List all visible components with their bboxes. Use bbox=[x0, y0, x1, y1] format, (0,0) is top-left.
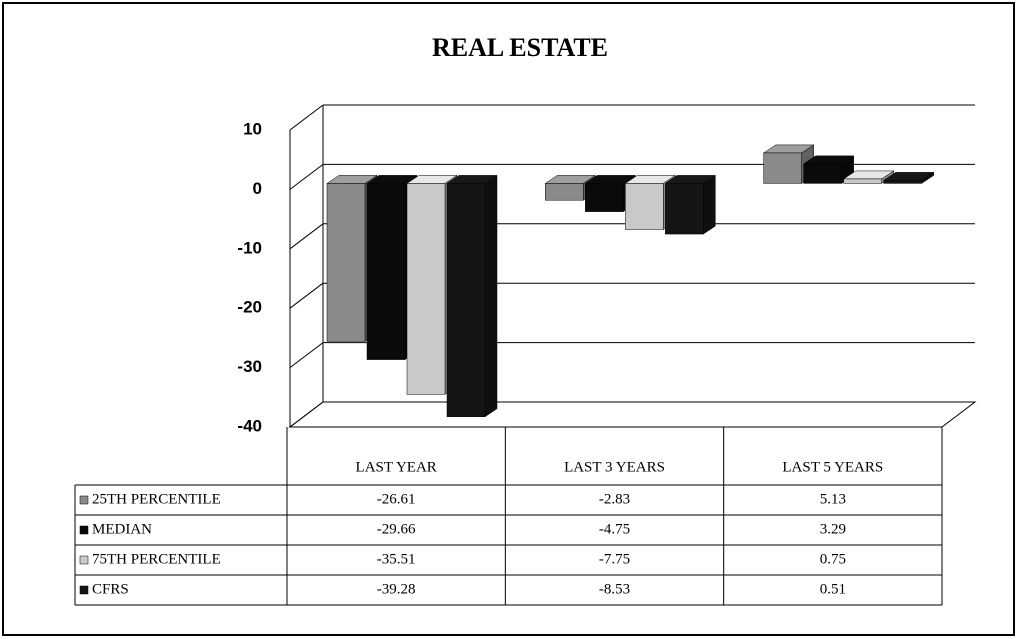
y-tick-label: -10 bbox=[237, 238, 262, 257]
floor bbox=[288, 401, 977, 428]
legend-key bbox=[79, 495, 89, 505]
legend-label: CFRS bbox=[92, 581, 129, 597]
bar bbox=[843, 178, 882, 184]
bar bbox=[763, 152, 802, 184]
grid-line bbox=[289, 164, 324, 190]
y-tick-label: 10 bbox=[243, 119, 262, 138]
category-label: LAST 3 YEARS bbox=[564, 459, 665, 475]
grid-line bbox=[289, 282, 324, 309]
legend-key bbox=[79, 525, 89, 535]
table-value: -4.75 bbox=[599, 521, 630, 537]
bar-side bbox=[484, 174, 498, 418]
bar bbox=[585, 183, 624, 212]
legend-label: 75TH PERCENTILE bbox=[92, 551, 221, 567]
y-tick-label: 0 bbox=[253, 179, 262, 198]
chart-title: REAL ESTATE bbox=[432, 33, 608, 62]
table-value: -2.83 bbox=[599, 491, 630, 507]
legend-key bbox=[79, 555, 89, 565]
bar bbox=[545, 183, 584, 201]
y-tick-label: -30 bbox=[237, 357, 262, 376]
bar-side bbox=[703, 174, 716, 235]
grid-line bbox=[289, 401, 324, 428]
bar bbox=[366, 183, 406, 360]
grid-line bbox=[289, 342, 324, 368]
y-tick-label: -40 bbox=[237, 416, 262, 435]
table-value: -39.28 bbox=[377, 581, 416, 597]
bar bbox=[326, 183, 366, 342]
bar bbox=[446, 183, 486, 417]
table-value: 0.75 bbox=[820, 551, 846, 567]
table-value: -8.53 bbox=[599, 581, 630, 597]
table-value: -29.66 bbox=[377, 521, 416, 537]
table-value: 0.51 bbox=[820, 581, 846, 597]
bar bbox=[665, 183, 704, 235]
bar bbox=[883, 180, 922, 184]
grid-line bbox=[289, 104, 324, 131]
category-label: LAST 5 YEARS bbox=[782, 459, 883, 475]
legend-label: 25TH PERCENTILE bbox=[92, 491, 221, 507]
table-value: 5.13 bbox=[820, 491, 846, 507]
grid-line bbox=[289, 223, 324, 250]
table-value: 3.29 bbox=[820, 521, 846, 537]
bar bbox=[625, 183, 664, 230]
bar bbox=[803, 163, 842, 184]
legend-label: MEDIAN bbox=[92, 521, 152, 537]
table-value: -26.61 bbox=[377, 491, 416, 507]
table-value: -7.75 bbox=[599, 551, 630, 567]
category-label: LAST YEAR bbox=[356, 459, 437, 475]
table-value: -35.51 bbox=[377, 551, 416, 567]
legend-key bbox=[79, 585, 89, 595]
y-tick-label: -20 bbox=[237, 298, 262, 317]
bar bbox=[406, 183, 446, 395]
